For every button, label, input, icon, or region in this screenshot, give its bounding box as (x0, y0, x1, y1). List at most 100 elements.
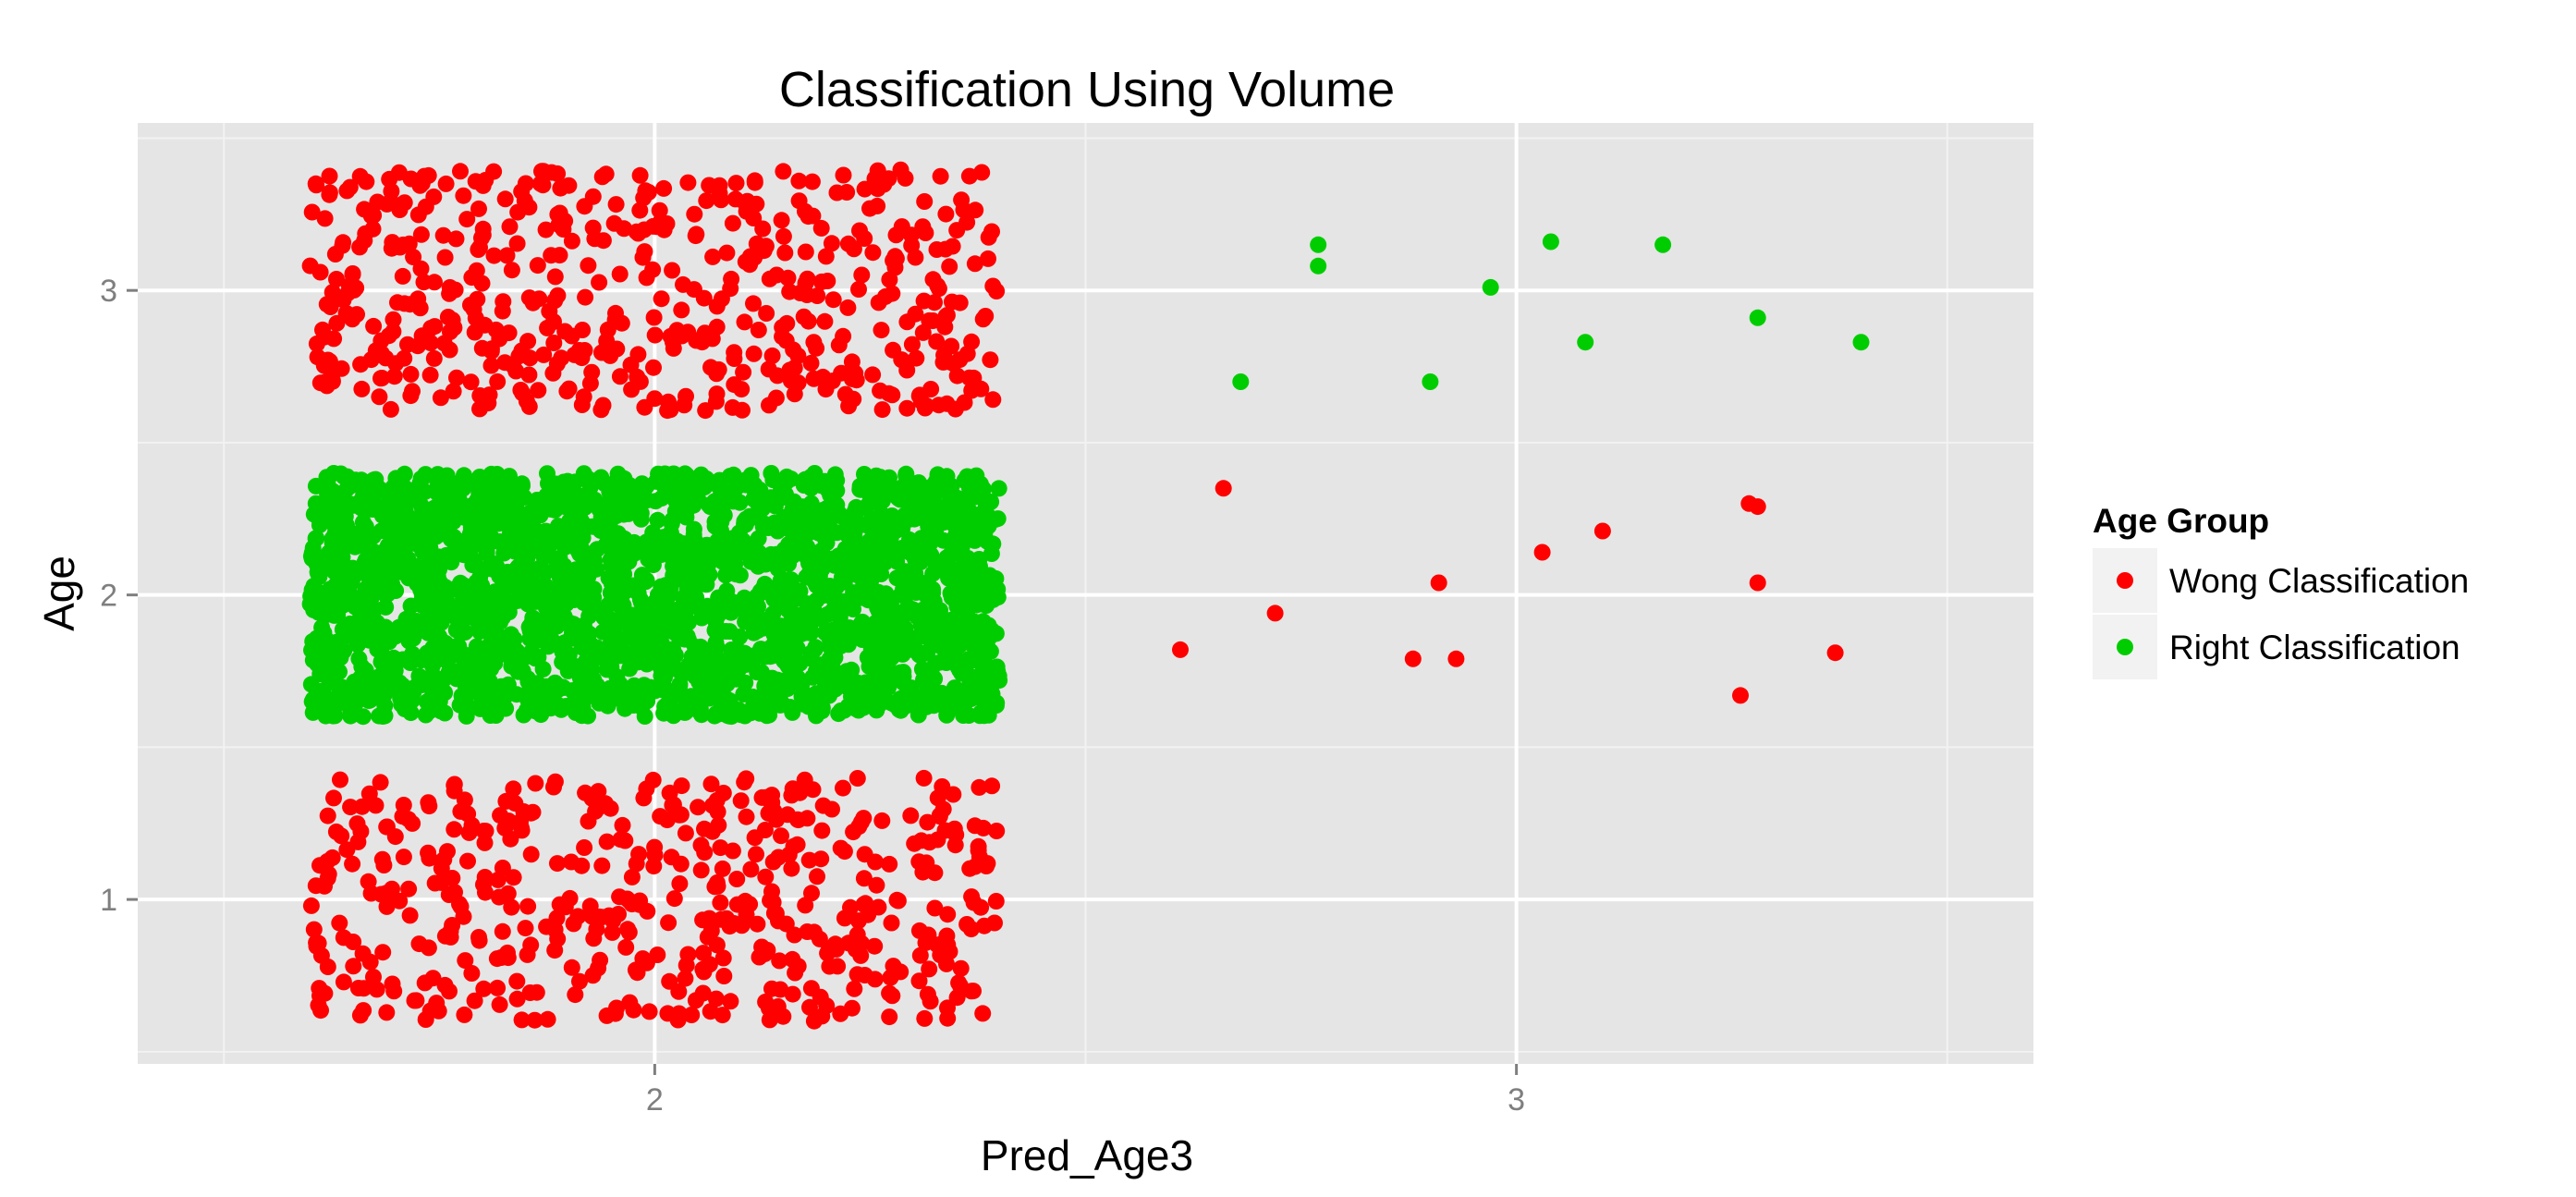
data-point (354, 708, 372, 726)
data-point (864, 244, 882, 262)
data-point (975, 917, 993, 934)
data-point (394, 267, 411, 285)
data-point (594, 397, 612, 414)
data-point (347, 471, 364, 489)
data-point (406, 992, 423, 1009)
data-point (618, 554, 636, 571)
data-point (816, 312, 834, 330)
data-point (702, 922, 720, 939)
data-point (666, 492, 684, 509)
data-point (626, 533, 643, 551)
data-point (746, 829, 763, 847)
data-point (491, 995, 508, 1013)
data-point (374, 654, 392, 672)
data-point (828, 471, 846, 489)
data-point (725, 466, 742, 483)
data-point (754, 518, 772, 535)
data-point (405, 683, 422, 701)
data-point (611, 265, 629, 283)
data-point (963, 888, 981, 906)
data-point (708, 936, 726, 954)
data-point (609, 640, 627, 657)
data-point (474, 220, 492, 238)
data-point (515, 523, 532, 541)
data-point (967, 202, 984, 219)
data-point (625, 577, 642, 594)
data-point (367, 797, 385, 814)
data-point (881, 1008, 898, 1026)
data-point (326, 674, 344, 691)
data-point (463, 965, 481, 982)
data-point (708, 791, 726, 809)
data-point (990, 480, 1007, 497)
data-point (855, 870, 873, 887)
data-point (809, 868, 825, 886)
data-point (951, 294, 969, 311)
data-point (426, 874, 444, 892)
data-point (800, 312, 817, 330)
data-point (944, 238, 961, 255)
data-point (492, 807, 509, 824)
data-point (376, 707, 394, 725)
data-point (712, 595, 729, 613)
data-point (961, 860, 979, 877)
data-point (369, 193, 386, 211)
data-point (1826, 644, 1844, 662)
data-point (506, 593, 522, 611)
data-point (773, 212, 790, 229)
data-point (782, 647, 800, 665)
data-point (676, 470, 693, 486)
data-point (836, 385, 854, 403)
data-point (910, 972, 928, 990)
data-point (854, 613, 872, 630)
data-point (692, 861, 710, 879)
data-point (455, 187, 472, 204)
data-point (348, 306, 365, 324)
data-point (791, 784, 809, 801)
data-point (823, 235, 840, 252)
data-point (861, 514, 878, 531)
data-point (742, 542, 760, 559)
data-point (324, 849, 341, 866)
data-point (665, 796, 682, 813)
data-point (628, 855, 645, 873)
data-point (470, 200, 487, 217)
data-point (712, 839, 729, 857)
data-point (572, 626, 590, 643)
data-point (587, 472, 604, 490)
data-point (644, 524, 662, 542)
data-point (554, 218, 571, 236)
data-point (930, 397, 947, 414)
data-point (584, 188, 602, 205)
data-point (848, 498, 865, 516)
data-point (446, 281, 464, 299)
data-point (312, 1002, 329, 1020)
data-point (708, 318, 726, 336)
data-point (803, 173, 821, 190)
data-point (413, 175, 431, 192)
data-point (966, 255, 983, 273)
data-point (440, 508, 458, 526)
data-point (491, 888, 507, 906)
data-point (336, 584, 354, 602)
data-point (745, 295, 762, 312)
data-point (723, 641, 740, 658)
data-point (475, 876, 492, 893)
data-point (546, 526, 564, 544)
data-point (405, 651, 422, 668)
data-point (480, 395, 497, 412)
data-point (573, 487, 591, 505)
data-point (866, 937, 884, 955)
data-point (537, 617, 555, 635)
data-point (802, 644, 820, 662)
data-point (785, 341, 802, 359)
data-point (955, 707, 972, 724)
data-point (835, 327, 852, 345)
data-point (791, 285, 809, 301)
data-point (938, 927, 956, 945)
legend-title: Age Group (2093, 502, 2269, 540)
data-point (615, 597, 632, 615)
data-point (619, 505, 637, 522)
data-point (390, 164, 408, 181)
data-point (372, 522, 390, 540)
